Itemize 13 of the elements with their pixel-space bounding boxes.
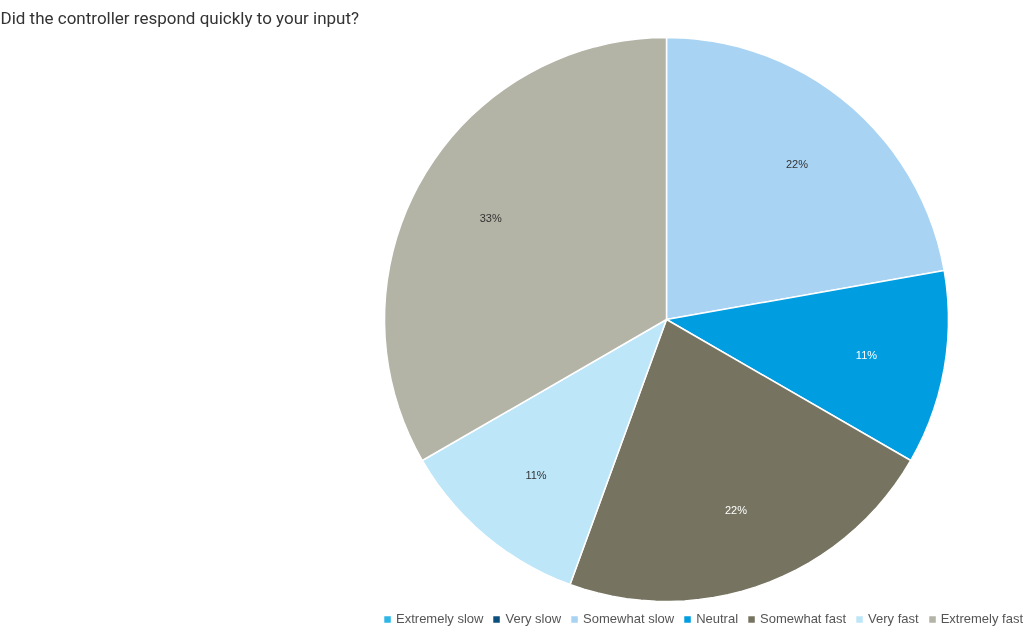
- data-label: 22%: [786, 157, 809, 170]
- legend-label: Extremely slow: [396, 611, 484, 626]
- legend-label: Very slow: [505, 611, 562, 626]
- data-label: 22%: [724, 504, 748, 517]
- data-label: 11%: [525, 469, 547, 482]
- data-label: 33%: [479, 211, 502, 224]
- legend-label: Very fast: [868, 611, 919, 626]
- legend-label: Somewhat fast: [760, 611, 847, 626]
- legend-label: Somewhat slow: [583, 611, 675, 626]
- legend-label: Neutral: [696, 611, 739, 626]
- text: Did the controller respond quickly to your input?: [0, 7, 360, 28]
- data-label: 11%: [855, 348, 878, 361]
- legend-label: Extremely fast: [940, 611, 1023, 626]
